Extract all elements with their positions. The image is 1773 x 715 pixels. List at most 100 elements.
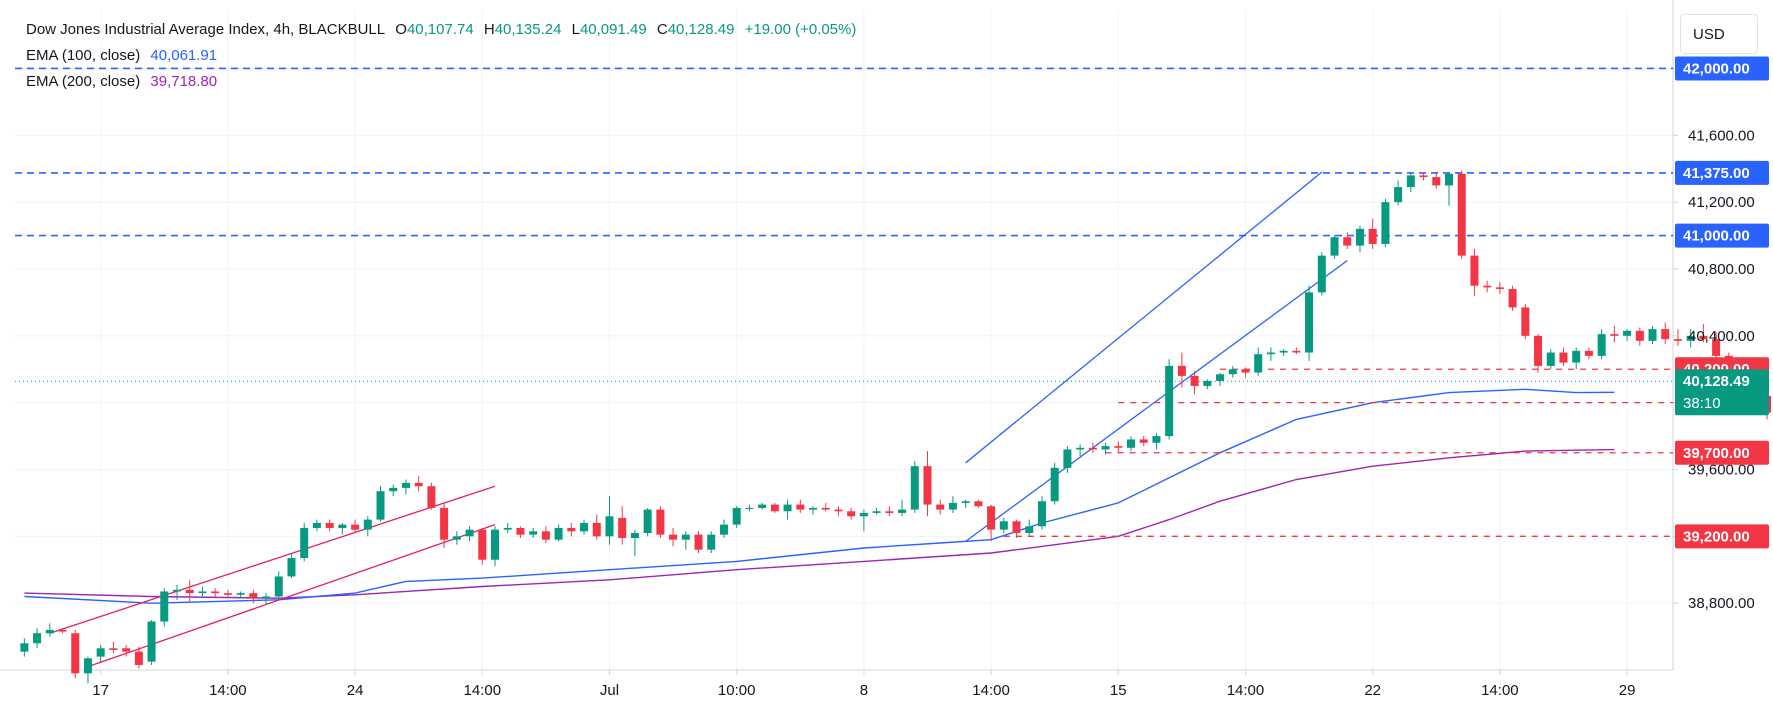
candle xyxy=(1406,172,1415,193)
symbol-label: Dow Jones Industrial Average Index, 4h, … xyxy=(26,21,386,38)
time-tick-label: 10:00 xyxy=(718,682,756,699)
candle-body xyxy=(758,504,767,508)
candle xyxy=(770,502,779,513)
candle xyxy=(592,514,601,540)
candle-body xyxy=(491,529,499,560)
candle xyxy=(974,499,983,508)
candle-body xyxy=(414,482,423,487)
candle-body xyxy=(1686,335,1695,341)
candle-body xyxy=(1139,439,1148,443)
candle xyxy=(923,451,932,517)
ema100-legend: EMA (100, close) 40,061.91 xyxy=(26,47,223,64)
candle xyxy=(580,519,589,535)
candle xyxy=(809,506,817,515)
candle-body xyxy=(389,487,398,492)
candle xyxy=(1508,285,1517,311)
candle-body xyxy=(643,509,652,533)
candle-body xyxy=(478,529,487,560)
candle xyxy=(1623,329,1632,341)
candle xyxy=(872,507,881,515)
candle xyxy=(656,506,665,538)
candle-body xyxy=(160,591,169,622)
candle xyxy=(694,531,703,554)
candle-body xyxy=(1699,335,1708,340)
candle xyxy=(987,504,996,542)
ohlc-close: C40,128.49 xyxy=(656,21,735,38)
level-tag-bg xyxy=(1675,160,1769,185)
candle xyxy=(669,527,678,547)
candle-body xyxy=(58,629,67,632)
candle xyxy=(491,526,499,567)
candle-body xyxy=(262,596,271,599)
candle xyxy=(1050,462,1059,505)
candle xyxy=(1165,359,1174,440)
ohlc-low: L40,091.49 xyxy=(571,21,647,38)
candle-body xyxy=(1317,255,1326,293)
level-tag-42000: 42,000.00 xyxy=(1675,56,1769,81)
candle xyxy=(821,502,830,512)
candle xyxy=(1127,436,1135,452)
candle xyxy=(1534,334,1543,373)
candle-body xyxy=(1661,329,1670,340)
candle-body xyxy=(1216,374,1225,381)
candle xyxy=(885,506,894,517)
candle-body xyxy=(847,511,856,517)
time-tick-label: 22 xyxy=(1364,682,1381,699)
level-tag-bg xyxy=(1675,440,1769,465)
candle xyxy=(1305,285,1314,361)
candle-body xyxy=(1063,449,1072,468)
candle-body xyxy=(401,482,410,488)
bar-countdown-label: 38:10 xyxy=(1683,395,1721,412)
candle-body xyxy=(300,527,309,559)
candle xyxy=(898,499,907,517)
level-tag-label: 39,700.00 xyxy=(1683,445,1750,462)
candle xyxy=(745,504,754,512)
candle xyxy=(1673,329,1682,346)
candle-body xyxy=(809,507,817,510)
candle xyxy=(58,628,67,634)
candle xyxy=(452,531,461,545)
price-tick-label: 40,400.00 xyxy=(1688,328,1755,345)
time-tick-label: 14:00 xyxy=(1227,682,1265,699)
candle xyxy=(173,584,181,600)
candle xyxy=(1699,324,1708,343)
candle xyxy=(1139,436,1148,447)
candle xyxy=(1330,235,1339,259)
currency-button[interactable]: USD xyxy=(1680,14,1758,54)
candle xyxy=(529,527,538,538)
candle-body xyxy=(45,629,54,634)
candle-body xyxy=(1623,330,1632,336)
candle xyxy=(1037,496,1046,530)
candle xyxy=(45,623,54,637)
candle-body xyxy=(452,536,461,540)
candle xyxy=(414,476,423,492)
candle xyxy=(185,579,194,602)
level-tag-label: 39,200.00 xyxy=(1683,528,1750,545)
candle xyxy=(1292,347,1301,355)
candle xyxy=(630,529,639,557)
candle-body xyxy=(541,531,550,540)
candle-body xyxy=(1572,350,1581,363)
candle xyxy=(1495,282,1504,295)
candle-body xyxy=(974,501,983,507)
candle-body xyxy=(605,516,614,537)
candle-body xyxy=(236,593,245,595)
candle-body xyxy=(694,534,703,550)
candle-body xyxy=(20,643,29,652)
candle-body xyxy=(1368,228,1377,244)
candle xyxy=(1368,218,1377,249)
candle xyxy=(478,527,487,565)
candle xyxy=(1114,441,1123,453)
candle-body xyxy=(83,658,92,674)
candle xyxy=(160,588,169,627)
candle xyxy=(707,531,716,554)
candle xyxy=(1355,225,1364,253)
candle xyxy=(1216,372,1225,386)
candle-body xyxy=(1266,352,1275,355)
candle-body xyxy=(656,509,665,535)
ema200-line xyxy=(24,448,1615,599)
candle-body xyxy=(1012,521,1021,533)
level-tag-label: 41,000.00 xyxy=(1683,228,1750,245)
candle-body xyxy=(1076,447,1085,450)
